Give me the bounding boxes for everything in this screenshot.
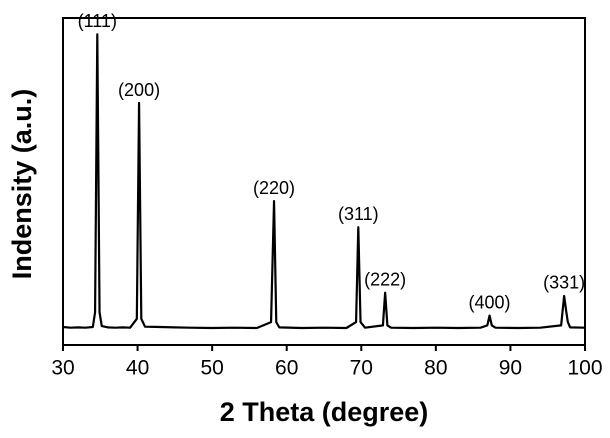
peak-label: (220)	[253, 178, 295, 198]
x-tick-label: 70	[350, 357, 373, 380]
x-tick-label: 40	[126, 357, 149, 380]
peak-label: (400)	[469, 292, 511, 312]
peak-label: (222)	[364, 269, 406, 289]
peak-label: (331)	[543, 273, 585, 293]
x-tick-label: 30	[51, 357, 74, 380]
x-tick-label: 80	[424, 357, 447, 380]
peak-label: (200)	[118, 80, 160, 100]
x-tick-label: 90	[499, 357, 522, 380]
x-axis-title: 2 Theta (degree)	[220, 397, 429, 427]
peak-label: (311)	[338, 204, 379, 224]
y-axis-title: Indensity (a.u.)	[7, 89, 37, 280]
peak-label: (111)	[78, 11, 117, 31]
x-tick-label: 100	[567, 357, 602, 380]
page: {"chart_data": { "type": "line", "xlabel…	[0, 0, 610, 438]
chart: 2 Theta (degree) Indensity (a.u.) 30 40 50…	[0, 0, 610, 438]
x-tick-label: 50	[200, 357, 223, 380]
x-tick-label: 60	[275, 357, 298, 380]
xrd-line	[63, 34, 585, 328]
